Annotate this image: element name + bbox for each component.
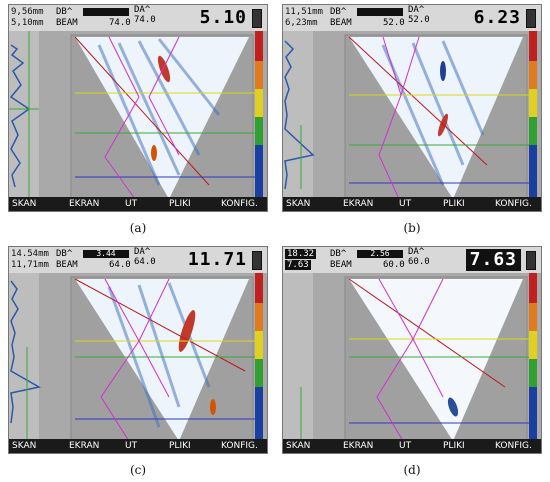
da-label: DA^ bbox=[134, 5, 151, 15]
battery-icon bbox=[526, 9, 536, 28]
menu-ut[interactable]: UT bbox=[125, 441, 138, 451]
beam-label: BEAM bbox=[56, 260, 78, 270]
scan-view-c bbox=[9, 273, 263, 442]
menu-ut[interactable]: UT bbox=[399, 199, 412, 209]
scan-panel-a: 9,56mm 5,10mm DB^ BEAM 74.0 DA^ 74.0 5.1… bbox=[8, 4, 268, 212]
da-label: DA^ bbox=[134, 247, 151, 257]
battery-icon bbox=[252, 251, 262, 270]
menu-bar: SKAN EKRAN UT PLIKI KONFIG. bbox=[9, 439, 267, 453]
menu-ekran[interactable]: EKRAN bbox=[343, 441, 374, 451]
header-bar: 11,51mm 6,23mm DB^ BEAM 52.0 DA^ 52.0 6.… bbox=[283, 5, 541, 31]
menu-pliki[interactable]: PLIKI bbox=[443, 441, 465, 451]
beam-value: 52.0 bbox=[383, 18, 405, 28]
menu-ekran[interactable]: EKRAN bbox=[69, 199, 100, 209]
db-label: DB^ bbox=[330, 249, 347, 259]
beam-label: BEAM bbox=[330, 18, 352, 28]
menu-skan[interactable]: SKAN bbox=[12, 199, 37, 209]
menu-konfig[interactable]: KONFIG. bbox=[221, 199, 258, 209]
da-value: 60.0 bbox=[408, 257, 430, 267]
depth-readout: 9,56mm bbox=[11, 7, 44, 17]
menu-bar: SKAN EKRAN UT PLIKI KONFIG. bbox=[283, 439, 541, 453]
da-value: 64.0 bbox=[134, 257, 156, 267]
db-value bbox=[357, 8, 403, 16]
beam-label: BEAM bbox=[56, 18, 78, 28]
da-value: 52.0 bbox=[408, 15, 430, 25]
menu-ekran[interactable]: EKRAN bbox=[69, 441, 100, 451]
db-label: DB^ bbox=[56, 249, 73, 259]
header-bar: 18.32 7.63 DB^ 2.56 BEAM 60.0 DA^ 60.0 7… bbox=[283, 247, 541, 273]
scan-panel-c: 14.54mm 11,71mm DB^ 3.44 BEAM 64.0 DA^ 6… bbox=[8, 246, 268, 454]
db-label: DB^ bbox=[330, 7, 347, 17]
thickness-value: 5.10 bbox=[199, 7, 247, 28]
thickness-value: 11.71 bbox=[187, 249, 247, 270]
caption-d: (d) bbox=[403, 463, 421, 477]
db-value: 2.56 bbox=[357, 250, 403, 258]
menu-konfig[interactable]: KONFIG. bbox=[495, 199, 532, 209]
menu-bar: SKAN EKRAN UT PLIKI KONFIG. bbox=[9, 197, 267, 211]
depth-readout: 14.54mm bbox=[11, 249, 49, 259]
scan-view-a bbox=[9, 31, 263, 200]
thickness-value: 6.23 bbox=[473, 7, 521, 28]
db-value bbox=[83, 8, 129, 16]
menu-ut[interactable]: UT bbox=[125, 199, 138, 209]
db-label: DB^ bbox=[56, 7, 73, 17]
battery-icon bbox=[526, 251, 536, 270]
caption-a: (a) bbox=[129, 221, 147, 235]
scan-panel-d: 18.32 7.63 DB^ 2.56 BEAM 60.0 DA^ 60.0 7… bbox=[282, 246, 542, 454]
beam-value: 60.0 bbox=[383, 260, 405, 270]
db-value: 3.44 bbox=[83, 250, 129, 258]
menu-pliki[interactable]: PLIKI bbox=[169, 199, 191, 209]
menu-ekran[interactable]: EKRAN bbox=[343, 199, 374, 209]
menu-pliki[interactable]: PLIKI bbox=[443, 199, 465, 209]
da-label: DA^ bbox=[408, 247, 425, 257]
scan-view-d bbox=[283, 273, 537, 442]
menu-skan[interactable]: SKAN bbox=[12, 441, 37, 451]
thickness-value: 7.63 bbox=[465, 249, 521, 271]
menu-skan[interactable]: SKAN bbox=[286, 199, 311, 209]
menu-konfig[interactable]: KONFIG. bbox=[221, 441, 258, 451]
distance-readout: 5,10mm bbox=[11, 18, 44, 28]
menu-ut[interactable]: UT bbox=[399, 441, 412, 451]
menu-bar: SKAN EKRAN UT PLIKI KONFIG. bbox=[283, 197, 541, 211]
beam-value: 64.0 bbox=[109, 260, 131, 270]
scan-view-b bbox=[283, 31, 537, 200]
depth-readout: 18.32 bbox=[285, 249, 317, 259]
menu-skan[interactable]: SKAN bbox=[286, 441, 311, 451]
caption-b: (b) bbox=[403, 221, 421, 235]
da-label: DA^ bbox=[408, 5, 425, 15]
distance-readout: 7.63 bbox=[285, 260, 311, 270]
distance-readout: 11,71mm bbox=[11, 260, 49, 270]
header-bar: 14.54mm 11,71mm DB^ 3.44 BEAM 64.0 DA^ 6… bbox=[9, 247, 267, 273]
da-value: 74.0 bbox=[134, 15, 156, 25]
scan-panel-b: 11,51mm 6,23mm DB^ BEAM 52.0 DA^ 52.0 6.… bbox=[282, 4, 542, 212]
beam-label: BEAM bbox=[330, 260, 352, 270]
battery-icon bbox=[252, 9, 262, 28]
header-bar: 9,56mm 5,10mm DB^ BEAM 74.0 DA^ 74.0 5.1… bbox=[9, 5, 267, 31]
caption-c: (c) bbox=[129, 463, 147, 477]
distance-readout: 6,23mm bbox=[285, 18, 318, 28]
depth-readout: 11,51mm bbox=[285, 7, 323, 17]
beam-value: 74.0 bbox=[109, 18, 131, 28]
menu-pliki[interactable]: PLIKI bbox=[169, 441, 191, 451]
menu-konfig[interactable]: KONFIG. bbox=[495, 441, 532, 451]
